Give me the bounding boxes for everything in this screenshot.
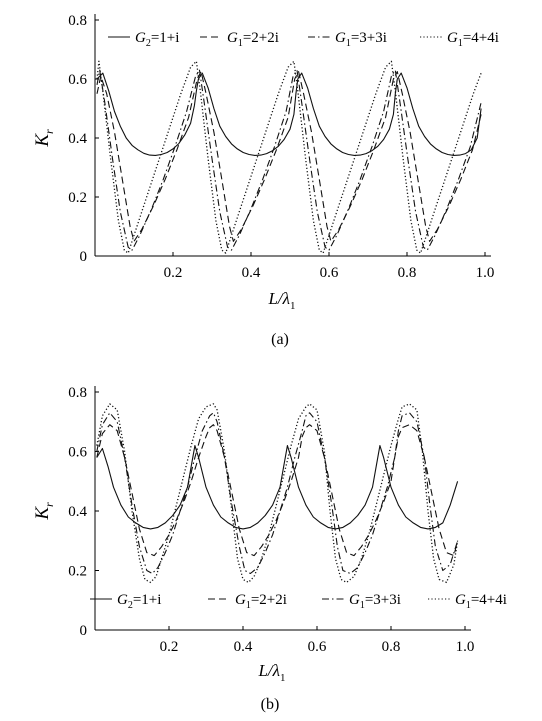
panel-label: (a) [271,331,289,348]
y-axis-label-sub: r [42,129,56,134]
y-tick-label: 0.4 [68,504,87,520]
legend-entry: G1=2+2i [227,30,279,49]
x-tick-label: 0.4 [242,265,261,281]
x-tick-label: 0.6 [308,639,327,655]
y-axis-label-main: K [32,506,53,521]
legend: G2=1+i G1=2+2i G1=3+3i G1=4+4i [90,592,507,611]
x-tick-label: 0.6 [320,265,339,281]
y-tick-label: 0 [80,623,88,639]
legend-entry-main: G [455,592,466,608]
y-tick-label: 0.6 [68,72,87,88]
legend-entry-rest: =4+4i [471,592,507,608]
x-tick-label: 0.8 [382,639,401,655]
y-tick-label: 0.8 [68,13,87,29]
legend-entry-main: G [349,592,360,608]
legend-entry: G2=1+i [117,592,161,611]
legend-entry-rest: =2+2i [243,30,279,46]
y-axis-label: Kr [32,502,56,521]
legend-entry-rest: =4+4i [463,30,499,46]
legend-entry-rest: =1+i [133,592,162,608]
legend-entry: G1=2+2i [235,592,287,611]
series-line-2 [96,71,482,242]
legend-entry-main: G [135,30,146,46]
legend-entry-rest: =3+3i [351,30,387,46]
series-line-1 [96,72,482,156]
legend-entry-sub: 1 [346,38,351,49]
y-tick-label: 0.4 [68,131,87,147]
legend-entry: G1=3+3i [349,592,401,611]
x-axis-label: L/λ1 [257,661,285,684]
series-line-3 [96,412,459,575]
y-tick-label: 0.8 [68,385,87,401]
series-line-3 [96,69,482,251]
legend-entry-sub: 1 [458,38,463,49]
x-tick-label: 0.2 [164,265,183,281]
legend-entry: G1=4+4i [447,30,499,49]
y-axis-label: Kr [32,129,56,148]
legend-entry-main: G [235,592,246,608]
y-axis-label-sub: r [42,502,56,507]
x-axis-label-sub: 1 [280,672,286,684]
legend-entry-main: G [227,30,238,46]
legend-entry: G2=1+i [135,30,179,49]
y-axis-label-main: K [32,133,53,148]
x-tick-label: 0.2 [160,639,179,655]
x-axis-label-main: L/λ [267,289,290,308]
y-tick-label: 0.2 [68,564,87,580]
legend: G2=1+i G1=2+2i G1=3+3i G1=4+4i [108,30,499,49]
legend-entry-main: G [117,592,128,608]
y-tick-label: 0.6 [68,445,87,461]
legend-entry-sub: 1 [246,600,251,611]
legend-entry-sub: 1 [238,38,243,49]
y-tick-label: 0 [80,249,88,265]
x-tick-label: 1.0 [476,265,495,281]
chart-panel-a: 00.20.40.60.80.2 0.4 0.6 0.8 1.0KrL/λ1(a)G2=… [32,13,499,348]
x-axis-label: L/λ1 [267,289,295,312]
series-line-2 [96,424,459,557]
legend-entry-sub: 1 [360,600,365,611]
legend-entry-rest: =1+i [151,30,180,46]
x-tick-label: 1.0 [456,639,475,655]
panel-label: (b) [261,696,280,713]
legend-entry-main: G [335,30,346,46]
legend-entry-rest: =3+3i [365,592,401,608]
legend-entry-sub: 2 [128,600,133,611]
legend-entry-main: G [447,30,458,46]
x-tick-label: 0.8 [398,265,417,281]
legend-entry: G1=4+4i [455,592,507,611]
x-axis-label-sub: 1 [290,300,296,312]
y-tick-label: 0.2 [68,190,87,206]
x-axis-label-main: L/λ [257,661,280,680]
x-tick-label: 0.4 [234,639,253,655]
series-line-4 [96,60,482,254]
chart-panel-b: 00.20.40.60.80.2 0.4 0.6 0.8 1.0KrL/λ1(b)G2=… [32,385,507,713]
legend-entry-sub: 1 [466,600,471,611]
legend-entry: G1=3+3i [335,30,387,49]
legend-entry-rest: =2+2i [251,592,287,608]
series-line-1 [96,445,459,530]
legend-entry-sub: 2 [146,38,151,49]
